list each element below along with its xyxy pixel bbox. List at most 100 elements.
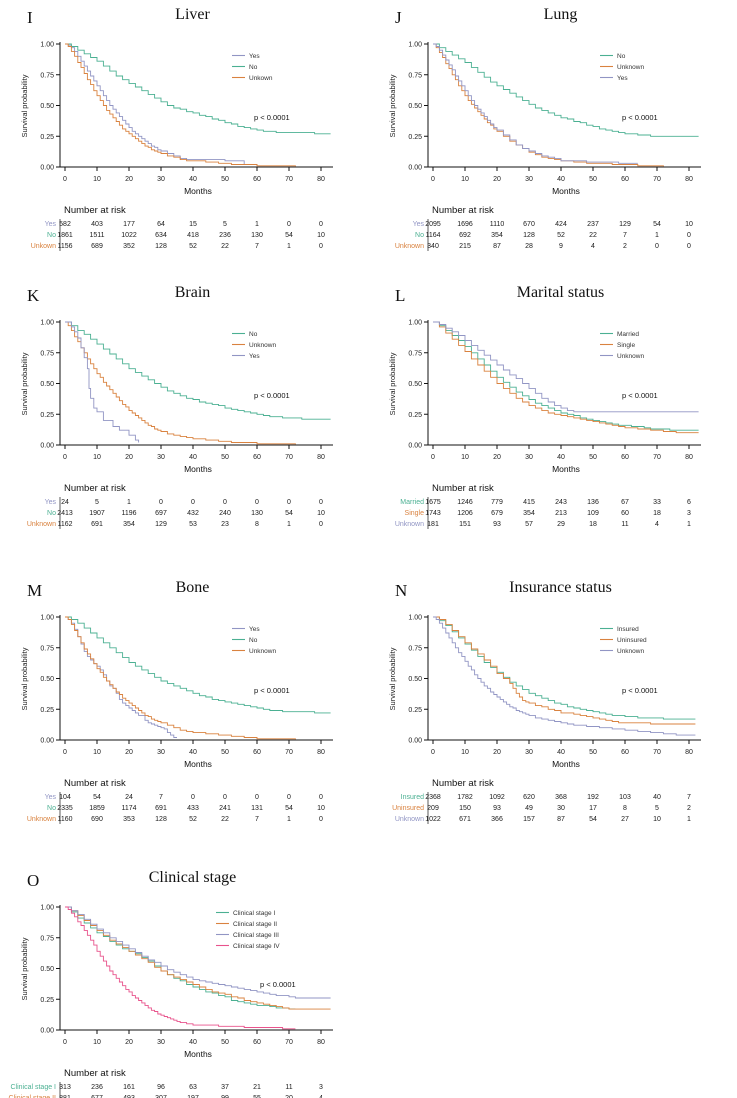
km-curve-3 <box>433 43 638 164</box>
x-tick-label: 30 <box>157 749 165 756</box>
legend-label: Unknown <box>249 648 276 655</box>
x-tick-label: 10 <box>93 1039 101 1046</box>
x-tick-label: 60 <box>253 1039 261 1046</box>
legend-label: No <box>617 53 626 60</box>
y-tick-label: 0.75 <box>40 645 54 652</box>
km-curve-3 <box>433 616 696 736</box>
risk-value: 3 <box>319 1084 323 1091</box>
risk-value: 690 <box>91 816 103 823</box>
y-tick-label: 0.75 <box>40 935 54 942</box>
x-axis-label: Months <box>184 759 212 769</box>
risk-value: 2 <box>687 805 691 812</box>
x-tick-label: 50 <box>589 749 597 756</box>
risk-value: 241 <box>219 805 231 812</box>
y-tick-label: 0.25 <box>40 134 54 141</box>
risk-value: 18 <box>589 521 597 528</box>
risk-value: 2335 <box>57 805 73 812</box>
risk-value: 129 <box>619 221 631 228</box>
risk-value: 128 <box>523 232 535 239</box>
x-tick-label: 30 <box>525 176 533 183</box>
x-tick-label: 50 <box>589 176 597 183</box>
x-tick-label: 60 <box>621 749 629 756</box>
risk-row-label: Unknown <box>27 521 56 528</box>
panel-header: L Marital status <box>368 284 737 310</box>
y-tick-label: 0.75 <box>408 645 422 652</box>
risk-value: 215 <box>459 243 471 250</box>
risk-value: 340 <box>427 243 439 250</box>
risk-value: 1162 <box>57 521 72 528</box>
risk-value: 37 <box>221 1084 229 1091</box>
km-curve-3 <box>65 321 140 443</box>
risk-value: 0 <box>191 794 195 801</box>
km-panel-I: I Liver 1.00 0.75 0.50 0.25 0.00 0 10 20 30 40 50 60 7… <box>0 0 368 252</box>
risk-value: 22 <box>221 243 229 250</box>
risk-value: 7 <box>623 232 627 239</box>
risk-value: 0 <box>287 794 291 801</box>
legend-label: Unknown <box>617 353 644 360</box>
x-tick-label: 0 <box>431 176 435 183</box>
x-tick-label: 70 <box>653 749 661 756</box>
km-panel-K: K Brain 1.00 0.75 0.50 0.25 0.00 0 10 20 30 40 50 60 7… <box>0 252 368 547</box>
risk-table-header: Number at risk <box>432 778 494 789</box>
x-tick-label: 70 <box>285 1039 293 1046</box>
risk-value: 23 <box>221 521 229 528</box>
risk-value: 354 <box>523 510 535 517</box>
x-tick-label: 40 <box>189 176 197 183</box>
x-tick-label: 10 <box>93 749 101 756</box>
risk-value: 0 <box>319 499 323 506</box>
km-plot-svg: 1.000.750.500.250.000 10 20 30 40 50 60 70 80Mon… <box>20 615 333 824</box>
km-panel-M: M Bone 1.00 0.75 0.50 0.25 0.00 0 10 20 30 40 50 60 70… <box>0 547 368 837</box>
risk-row-label: Unknown <box>27 816 56 823</box>
p-value-label: p < 0.0001 <box>622 391 658 400</box>
legend-label: No <box>249 64 258 71</box>
y-axis-label: Survival probability <box>388 74 397 137</box>
x-tick-label: 10 <box>93 176 101 183</box>
x-tick-label: 40 <box>557 749 565 756</box>
legend-label: Uninsured <box>617 637 647 644</box>
panel-title: Insurance status <box>509 579 612 596</box>
risk-value: 129 <box>155 521 167 528</box>
x-tick-label: 80 <box>317 1039 325 1046</box>
x-axis-label: Months <box>552 759 580 769</box>
x-tick-label: 50 <box>221 454 229 461</box>
km-plot-svg: 1.000.750.500.250.000 10 20 30 40 50 60 70 80Mon… <box>388 320 701 529</box>
x-tick-label: 0 <box>63 1039 67 1046</box>
risk-value: 353 <box>123 816 135 823</box>
panel-title: Brain <box>174 284 211 301</box>
legend-label: Unknown <box>617 64 644 71</box>
x-axis-label: Months <box>552 186 580 196</box>
risk-value: 691 <box>155 805 167 812</box>
risk-value: 52 <box>189 816 197 823</box>
km-curve-2 <box>65 906 331 1010</box>
risk-value: 307 <box>155 1095 167 1098</box>
risk-value: 2095 <box>425 221 441 228</box>
risk-value: 2368 <box>425 794 441 801</box>
risk-value: 0 <box>319 816 323 823</box>
y-tick-label: 0.00 <box>40 1028 54 1035</box>
panel-title: Liver <box>175 6 210 23</box>
y-tick-label: 0.25 <box>40 707 54 714</box>
risk-value: 1 <box>287 243 291 250</box>
legend-label: Unknown <box>617 648 644 655</box>
legend-label: Yes <box>617 75 628 82</box>
risk-value: 54 <box>285 805 293 812</box>
x-tick-label: 40 <box>557 454 565 461</box>
y-tick-label: 1.00 <box>408 615 422 622</box>
legend-label: Yes <box>249 626 260 633</box>
risk-value: 697 <box>155 510 167 517</box>
risk-value: 5 <box>655 805 659 812</box>
risk-value: 1174 <box>121 805 136 812</box>
panel-letter: N <box>395 581 408 600</box>
risk-value: 0 <box>255 794 259 801</box>
x-tick-label: 0 <box>63 749 67 756</box>
risk-value: 10 <box>685 221 693 228</box>
y-tick-label: 0.25 <box>40 412 54 419</box>
y-axis-label: Survival probability <box>20 352 29 415</box>
x-tick-label: 40 <box>557 176 565 183</box>
risk-value: 3 <box>687 510 691 517</box>
y-tick-label: 1.00 <box>40 615 54 622</box>
risk-value: 352 <box>123 243 135 250</box>
risk-table-header: Number at risk <box>432 205 494 216</box>
x-tick-label: 0 <box>63 176 67 183</box>
risk-row-label: No <box>47 510 56 517</box>
